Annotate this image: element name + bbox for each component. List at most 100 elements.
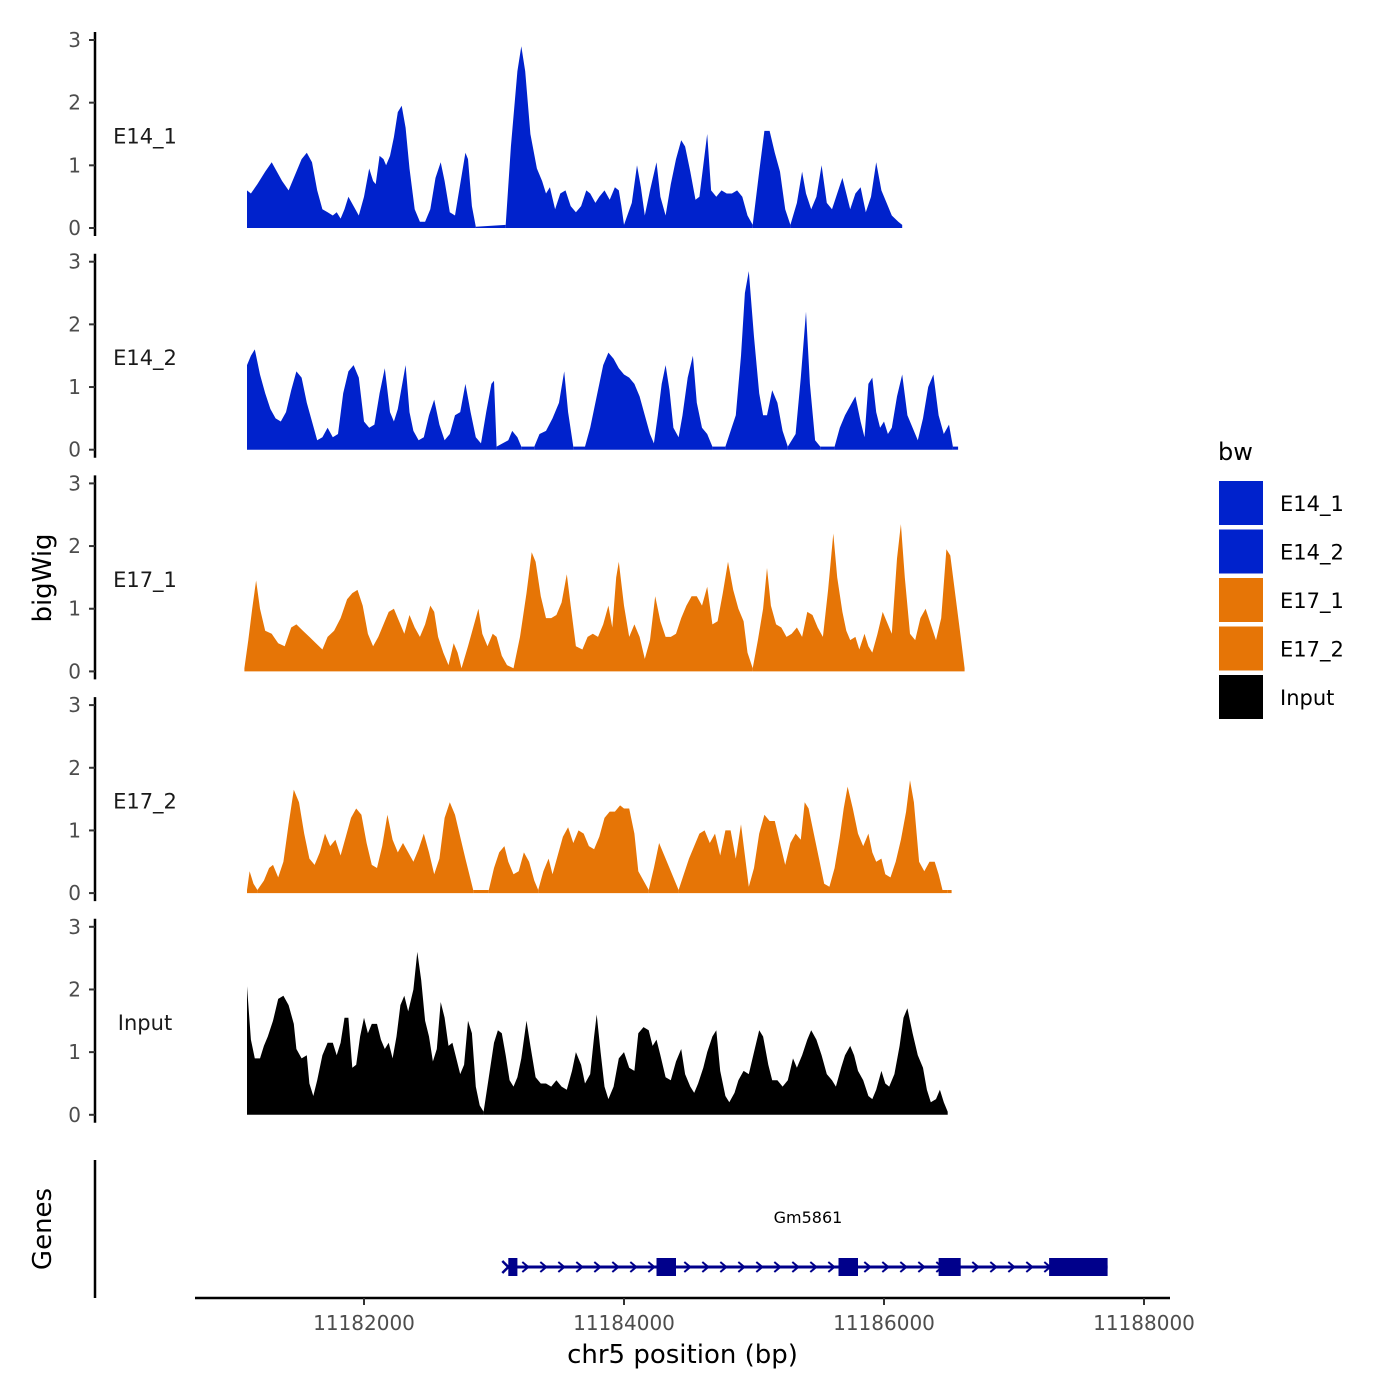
signal-area-e14-2 (834, 374, 953, 450)
gene-gm5861: Gm5861 (501, 1208, 1108, 1276)
gene-exon (838, 1258, 858, 1276)
signal-area-e14-1 (247, 105, 476, 228)
signal-area-e17-2 (488, 846, 539, 894)
signal-area-input (247, 951, 484, 1115)
gene-name-label: Gm5861 (774, 1208, 843, 1227)
y-tick-label-e17-2: 2 (68, 756, 81, 780)
legend-swatch-e17-1 (1217, 576, 1265, 624)
gene-strand-arrow (791, 1261, 800, 1273)
signal-area-e17-1 (513, 552, 753, 672)
gene-strand-arrow (1007, 1261, 1016, 1273)
signal-area-e14-1 (624, 134, 753, 228)
track-label-e14-1: E14_1 (113, 124, 177, 149)
legend-label-input: Input (1280, 686, 1334, 710)
y-tick-label-e17-1: 1 (68, 597, 81, 621)
gene-strand-arrow (881, 1261, 890, 1273)
signal-area-e14-2 (787, 311, 821, 450)
legend-label-e14-2: E14_2 (1280, 541, 1344, 566)
y-tick-label-e14-1: 3 (68, 28, 81, 52)
signal-area-e17-2 (473, 890, 489, 894)
legend: bw E14_1 E14_2 E17_1 E17_2 Input (1217, 438, 1344, 721)
track-label-e17-1: E17_1 (113, 568, 177, 593)
genes-axis-title: Genes (28, 1188, 58, 1270)
gene-exon (1049, 1258, 1108, 1276)
signal-area-e17-1 (461, 608, 514, 672)
y-tick-label-input: 2 (68, 977, 81, 1001)
legend-label-e17-1: E17_1 (1280, 589, 1344, 614)
x-tick-label: 11182000 (313, 1311, 415, 1335)
gene-strand-arrow (557, 1261, 566, 1273)
gene-strand-arrow (989, 1261, 998, 1273)
signal-area-e14-2 (521, 446, 535, 450)
signal-area-e14-1 (475, 224, 506, 228)
signal-area-e14-2 (712, 446, 726, 450)
gene-strand-arrow (539, 1261, 548, 1273)
y-tick-label-e17-2: 1 (68, 818, 81, 842)
y-tick-label-e17-2: 0 (68, 881, 81, 905)
y-tick-label-e17-2: 3 (68, 693, 81, 717)
gene-strand-arrow (917, 1261, 926, 1273)
signal-area-e14-2 (496, 430, 522, 450)
gene-strand-arrow (737, 1261, 746, 1273)
y-tick-label-e14-1: 2 (68, 91, 81, 115)
gene-strand-arrow (629, 1261, 638, 1273)
gene-exon (508, 1258, 518, 1276)
signal-area-e17-2 (942, 890, 948, 894)
track-label-e17-2: E17_2 (113, 790, 177, 815)
track-e14-1: 0 1 2 3 E14_1 (68, 28, 903, 240)
y-tick-label-e14-1: 1 (68, 153, 81, 177)
track-e17-1: 0 1 2 3 E17_1 (68, 471, 965, 683)
x-tick-label: 11184000 (573, 1311, 675, 1335)
legend-swatch-e14-2 (1217, 527, 1265, 576)
gene-strand-arrow (755, 1261, 764, 1273)
y-tick-label-input: 3 (68, 915, 81, 939)
y-tick-label-e17-1: 3 (68, 471, 81, 495)
signal-area-e14-2 (534, 371, 574, 450)
y-tick-label-e14-1: 0 (68, 216, 81, 240)
y-tick-label-input: 0 (68, 1103, 81, 1127)
track-e14-2: 0 1 2 3 E14_2 (68, 250, 959, 462)
gene-strand-arrow (521, 1261, 530, 1273)
signal-area-e17-2 (538, 805, 649, 894)
signal-area-e14-2 (725, 271, 788, 450)
y-tick-label-e14-2: 1 (68, 375, 81, 399)
x-tick-label: 11186000 (833, 1311, 935, 1335)
signal-area-e17-2 (257, 789, 474, 894)
signal-area-input (483, 1008, 948, 1115)
legend-swatch-input (1217, 673, 1265, 721)
gene-strand-arrow (575, 1261, 584, 1273)
gene-strand-arrow (773, 1261, 782, 1273)
x-axis-title: chr5 position (bp) (567, 1340, 798, 1370)
signal-area-e14-2 (952, 446, 959, 450)
gene-strand-arrow (683, 1261, 692, 1273)
signal-area-e17-2 (947, 890, 952, 894)
x-axis: chr5 position (bp) 11182000 11184000 11186… (195, 1296, 1195, 1370)
gene-strand-arrow (863, 1261, 872, 1273)
gene-strand-arrow (827, 1261, 836, 1273)
signal-area-e17-2 (678, 780, 943, 894)
y-tick-label-input: 1 (68, 1040, 81, 1064)
legend-label-e17-2: E17_2 (1280, 638, 1344, 663)
gene-strand-arrow (899, 1261, 908, 1273)
gene-strand-arrow (809, 1261, 818, 1273)
track-label-input: Input (118, 1011, 172, 1035)
gene-strand-arrow (971, 1261, 980, 1273)
track-input: 0 1 2 3 Input (68, 915, 948, 1127)
x-tick-label: 11188000 (1093, 1311, 1195, 1335)
gene-exon (938, 1258, 961, 1276)
y-axis-title: bigWig (28, 533, 58, 622)
signal-area-e17-1 (752, 524, 965, 672)
y-tick-label-e17-1: 2 (68, 534, 81, 558)
signal-area-e17-2 (247, 871, 258, 894)
y-tick-label-e14-2: 3 (68, 250, 81, 274)
gene-strand-arrow (593, 1261, 602, 1273)
legend-swatch-e14-1 (1217, 479, 1265, 527)
signal-area-e14-2 (247, 349, 497, 450)
signal-area-e14-1 (505, 46, 624, 228)
signal-area-e14-1 (790, 162, 903, 228)
legend-swatch-e17-2 (1217, 624, 1265, 673)
genes-panel: Genes Gm5861 (28, 1160, 1108, 1298)
signal-area-e14-2 (573, 446, 585, 450)
legend-label-e14-1: E14_1 (1280, 492, 1344, 517)
